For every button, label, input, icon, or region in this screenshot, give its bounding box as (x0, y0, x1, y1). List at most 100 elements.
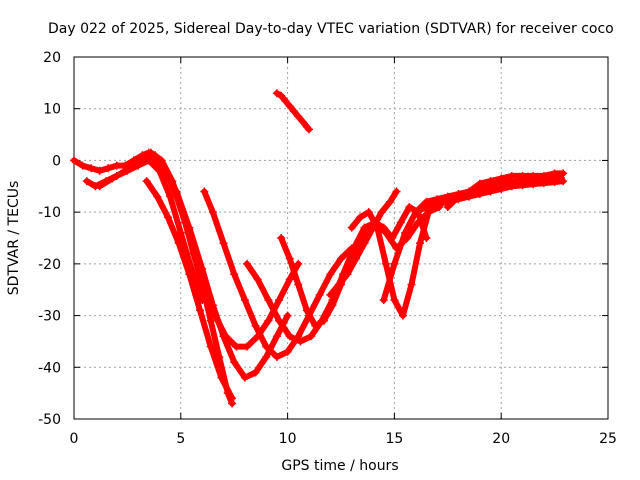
x-tick-label: 15 (385, 431, 403, 447)
data-point-marker (486, 177, 495, 186)
data-point-marker (319, 316, 328, 325)
series-arc-4 (125, 148, 303, 351)
data-point-marker (315, 290, 324, 299)
data-point-marker (326, 270, 335, 279)
data-point-marker (390, 296, 399, 305)
data-point-marker (240, 373, 249, 382)
data-point-marker (185, 270, 194, 279)
data-point-marker (157, 156, 166, 165)
chart-title: Day 022 of 2025, Sidereal Day-to-day VTE… (48, 21, 614, 37)
data-point-marker (307, 332, 316, 341)
data-point-marker (401, 228, 410, 237)
series-arc-11 (347, 197, 442, 320)
y-tick-label: 0 (52, 153, 61, 169)
data-point-marker (221, 332, 230, 341)
data-point-marker (285, 254, 294, 263)
data-point-marker (298, 117, 307, 126)
data-point-marker (210, 311, 219, 320)
data-point-marker (108, 174, 117, 183)
data-point-marker (206, 316, 215, 325)
data-series (70, 89, 568, 408)
data-point-marker (176, 228, 185, 237)
data-point-marker (283, 347, 292, 356)
y-tick-label: -20 (38, 257, 61, 273)
data-point-marker (302, 306, 311, 315)
data-point-marker (253, 275, 262, 284)
data-point-marker (196, 306, 205, 315)
data-point-marker (243, 259, 252, 268)
data-point-marker (262, 352, 271, 361)
data-point-marker (200, 187, 209, 196)
plot-frame (73, 56, 609, 420)
data-point-marker (465, 192, 474, 201)
data-point-marker (396, 218, 405, 227)
data-point-marker (290, 107, 299, 116)
data-point-marker (296, 337, 305, 346)
x-tick-label: 5 (176, 431, 185, 447)
data-point-marker (264, 296, 273, 305)
data-point-marker (174, 239, 183, 248)
data-point-marker (272, 352, 281, 361)
data-point-marker (200, 285, 209, 294)
data-point-marker (347, 223, 356, 232)
data-point-marker (146, 148, 155, 157)
data-point-marker (243, 342, 252, 351)
data-point-marker (334, 280, 343, 289)
data-point-marker (407, 280, 416, 289)
data-point-marker (251, 321, 260, 330)
data-point-marker (405, 202, 414, 211)
data-point-marker (351, 254, 360, 263)
data-point-marker (443, 197, 452, 206)
x-tick-label: 20 (492, 431, 510, 447)
data-point-marker (497, 184, 506, 193)
data-point-marker (328, 301, 337, 310)
data-point-marker (153, 192, 162, 201)
data-point-marker (377, 208, 386, 217)
data-point-marker (277, 91, 286, 100)
data-point-marker (518, 171, 527, 180)
data-point-marker (390, 259, 399, 268)
data-point-marker (277, 234, 286, 242)
axis-ticks: 0 5 10 15 20 25 -50 -40 -30 -20 -10 0 10 20 (38, 50, 617, 447)
data-point-marker (272, 332, 281, 341)
data-point-marker (121, 166, 130, 175)
y-tick-label: -10 (38, 205, 61, 221)
data-point-marker (539, 171, 548, 180)
data-point-marker (87, 164, 96, 173)
data-point-marker (507, 171, 516, 180)
data-point-marker (230, 270, 239, 279)
data-point-marker (208, 208, 217, 217)
y-tick-label: -30 (38, 309, 61, 325)
data-point-marker (422, 202, 431, 211)
data-point-marker (232, 342, 241, 351)
data-point-marker (411, 208, 420, 217)
data-point-marker (507, 182, 516, 191)
data-point-marker (219, 239, 228, 248)
data-point-marker (486, 187, 495, 196)
data-point-marker (559, 169, 568, 178)
data-point-marker (388, 234, 397, 242)
data-point-marker (475, 179, 484, 188)
data-point-marker (163, 213, 172, 222)
data-point-marker (343, 270, 352, 279)
series-arc-10 (326, 187, 401, 299)
data-point-marker (264, 316, 273, 325)
data-point-marker (539, 179, 548, 188)
data-point-marker (70, 156, 78, 165)
data-point-marker (550, 169, 559, 178)
series-arc-9 (272, 89, 313, 134)
data-point-marker (550, 178, 559, 187)
y-tick-label: 20 (43, 50, 61, 66)
y-tick-label: -50 (38, 412, 61, 428)
data-point-marker (529, 171, 538, 180)
data-point-marker (240, 296, 249, 305)
data-point-marker (166, 192, 175, 201)
data-point-marker (82, 177, 91, 186)
data-point-marker (95, 166, 104, 175)
data-point-marker (497, 174, 506, 183)
data-point-marker (433, 200, 442, 209)
data-point-marker (136, 153, 145, 162)
series-arc-6 (200, 187, 356, 361)
data-point-marker (285, 332, 294, 341)
